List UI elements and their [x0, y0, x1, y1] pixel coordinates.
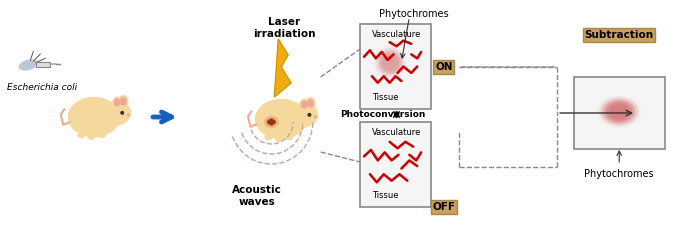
- Ellipse shape: [115, 99, 120, 106]
- Ellipse shape: [306, 98, 315, 109]
- Text: Acoustic
waves: Acoustic waves: [232, 185, 281, 207]
- Text: Tissue: Tissue: [372, 191, 398, 200]
- Ellipse shape: [104, 101, 130, 125]
- Ellipse shape: [256, 99, 307, 138]
- Circle shape: [376, 48, 405, 77]
- FancyBboxPatch shape: [574, 77, 664, 149]
- Circle shape: [382, 54, 398, 71]
- Circle shape: [378, 50, 402, 75]
- FancyBboxPatch shape: [36, 62, 50, 67]
- Ellipse shape: [127, 114, 130, 116]
- Ellipse shape: [314, 116, 316, 118]
- Ellipse shape: [99, 133, 105, 138]
- Ellipse shape: [275, 136, 282, 141]
- Ellipse shape: [265, 116, 279, 128]
- Ellipse shape: [612, 107, 626, 116]
- Ellipse shape: [286, 135, 292, 140]
- Text: Subtraction: Subtraction: [584, 30, 654, 40]
- Ellipse shape: [88, 134, 95, 139]
- Ellipse shape: [300, 99, 309, 110]
- Ellipse shape: [120, 98, 126, 105]
- Ellipse shape: [20, 60, 36, 70]
- Ellipse shape: [596, 95, 643, 128]
- Ellipse shape: [265, 135, 272, 140]
- Text: Photoconversion: Photoconversion: [340, 109, 426, 118]
- Ellipse shape: [607, 103, 631, 121]
- Ellipse shape: [604, 101, 635, 123]
- Circle shape: [270, 119, 272, 122]
- Circle shape: [270, 121, 272, 123]
- Circle shape: [267, 121, 270, 123]
- Text: Vasculature: Vasculature: [372, 128, 421, 137]
- Ellipse shape: [118, 96, 128, 107]
- Circle shape: [270, 122, 272, 125]
- Text: OFF: OFF: [433, 202, 455, 212]
- Ellipse shape: [302, 101, 307, 108]
- Text: ON: ON: [435, 62, 453, 72]
- Ellipse shape: [601, 98, 638, 125]
- Ellipse shape: [78, 133, 85, 138]
- FancyBboxPatch shape: [360, 24, 431, 109]
- Ellipse shape: [113, 97, 121, 108]
- Ellipse shape: [307, 100, 314, 107]
- Circle shape: [273, 121, 275, 123]
- Text: Vasculature: Vasculature: [372, 30, 421, 39]
- Text: Phytochromes: Phytochromes: [584, 169, 654, 179]
- Circle shape: [386, 58, 394, 67]
- Polygon shape: [274, 39, 291, 97]
- Circle shape: [384, 56, 397, 69]
- Circle shape: [308, 114, 311, 116]
- Circle shape: [374, 46, 407, 79]
- Circle shape: [121, 111, 123, 114]
- Ellipse shape: [69, 98, 120, 136]
- Circle shape: [380, 52, 400, 73]
- Text: Tissue: Tissue: [372, 93, 398, 102]
- Text: Escherichia coli: Escherichia coli: [7, 83, 77, 92]
- Ellipse shape: [610, 105, 629, 118]
- Ellipse shape: [291, 103, 318, 126]
- Text: Phytochromes: Phytochromes: [379, 9, 449, 19]
- Ellipse shape: [598, 97, 640, 126]
- FancyBboxPatch shape: [360, 122, 431, 207]
- Ellipse shape: [267, 119, 275, 125]
- Text: Laser
irradiation: Laser irradiation: [253, 17, 316, 39]
